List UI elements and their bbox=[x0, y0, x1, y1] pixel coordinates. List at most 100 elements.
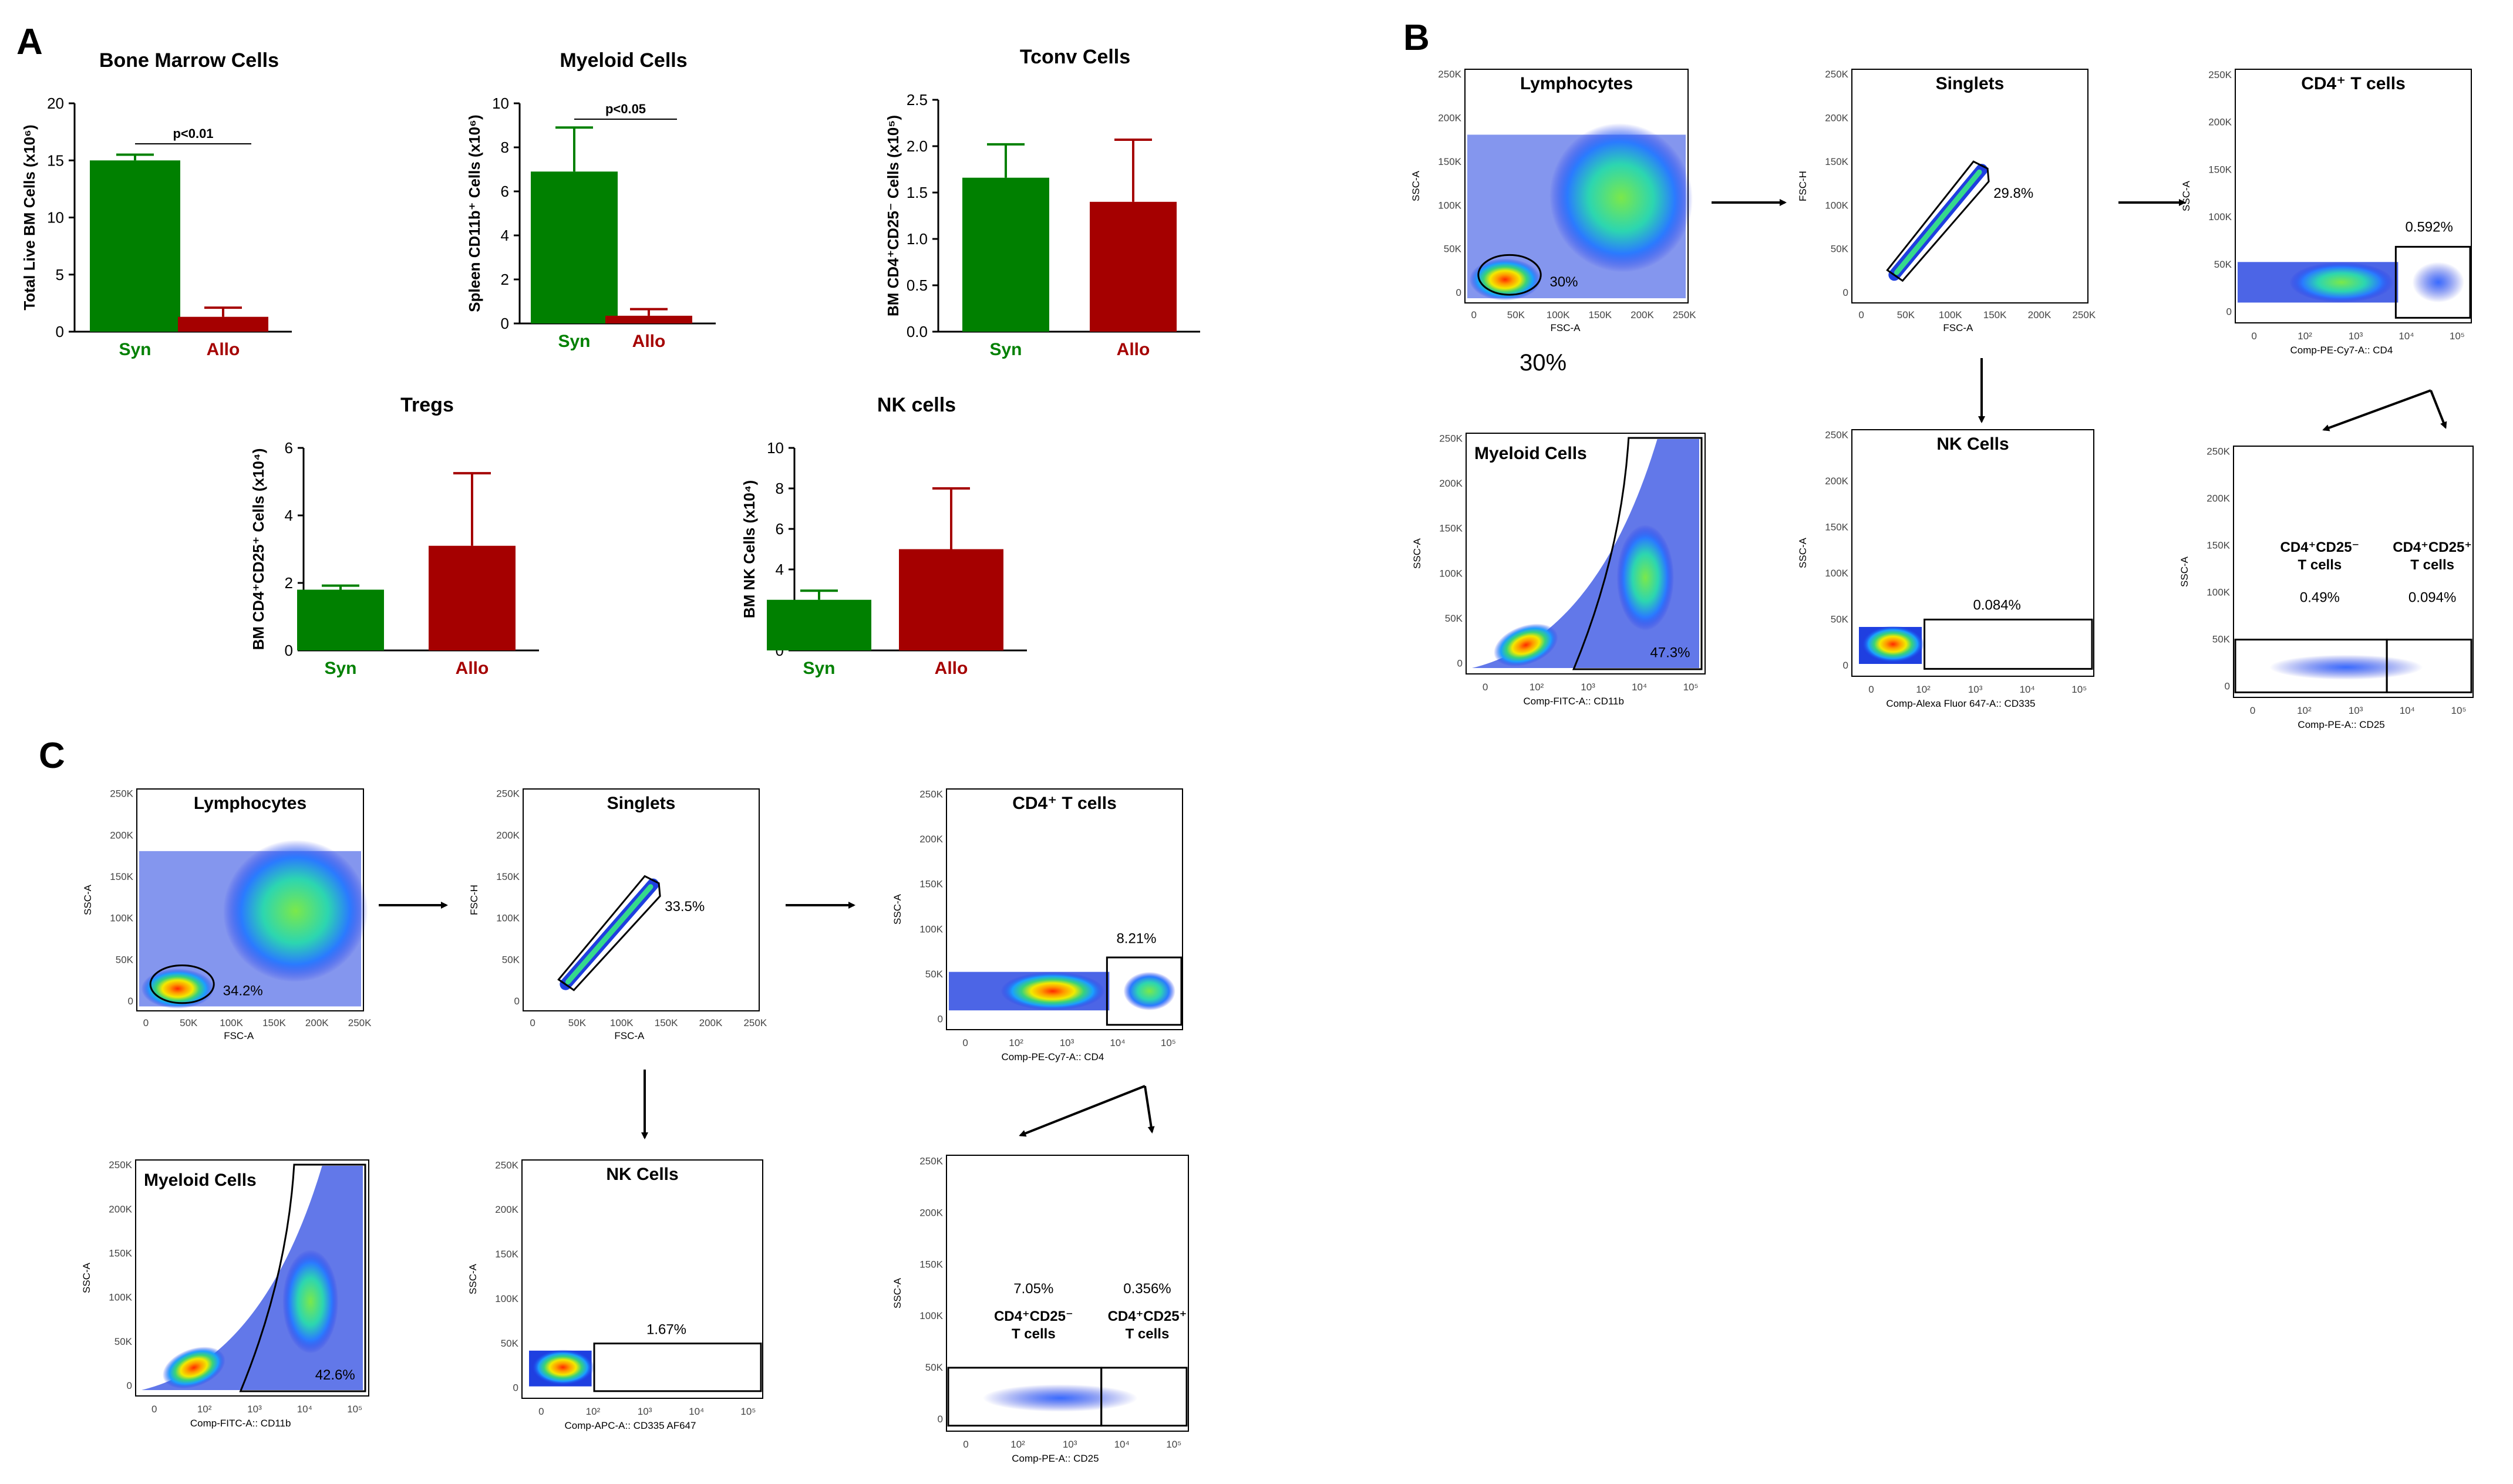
y-tick-label: 150K bbox=[919, 1259, 943, 1270]
x-axis-label: Comp-Alexa Fluor 647-A:: CD335 bbox=[1886, 698, 2035, 709]
y-tick-label: 250K bbox=[2208, 69, 2232, 80]
density-cloud bbox=[282, 1249, 339, 1354]
y-axis-label: SSC-A bbox=[892, 893, 903, 925]
gate-percent: 30% bbox=[1549, 274, 1578, 290]
gate-label-tcells: T cells bbox=[2410, 557, 2454, 573]
y-axis-label: Total Live BM Cells (x10⁶) bbox=[21, 124, 38, 310]
x-tick-label: 0 bbox=[530, 1017, 535, 1028]
y-tick-label: 6 bbox=[285, 439, 293, 457]
gate-label-cd25-negative: CD4⁺CD25⁻ bbox=[2280, 539, 2360, 555]
y-tick-label: 6 bbox=[501, 183, 509, 200]
x-category-label: Syn bbox=[803, 659, 835, 678]
lymphocyte-percent-caption: 30% bbox=[1520, 350, 1567, 376]
y-tick-label: 2 bbox=[501, 271, 509, 288]
x-tick-label: 0 bbox=[1483, 682, 1488, 693]
bar-allo bbox=[605, 315, 692, 323]
x-tick-label: 10⁴ bbox=[1110, 1037, 1125, 1048]
y-tick-label: 0 bbox=[513, 1382, 518, 1394]
x-axis-label: Comp-PE-A:: CD25 bbox=[1012, 1453, 1099, 1464]
y-tick-label: 50K bbox=[2214, 259, 2232, 270]
x-axis-label: Comp-FITC-A:: CD11b bbox=[190, 1418, 291, 1429]
x-category-label: Syn bbox=[324, 659, 356, 678]
x-tick-label: 10³ bbox=[638, 1406, 652, 1417]
x-tick-label: 200K bbox=[699, 1017, 723, 1028]
x-category-label: Syn bbox=[558, 332, 590, 351]
gate-percent-cd25-positive: 0.094% bbox=[2408, 589, 2456, 605]
y-tick-label: 200K bbox=[919, 1207, 943, 1218]
singlet-population-core bbox=[1894, 169, 1982, 275]
x-tick-label: 10⁵ bbox=[1166, 1439, 1181, 1450]
y-tick-label: 200K bbox=[1439, 478, 1463, 489]
y-tick-label: 50K bbox=[1444, 244, 1462, 255]
lymphocytes-plot: Lymphocytes 34.2% 0 50K 100K 150K 200K 250K 0 50K… bbox=[82, 788, 372, 1041]
x-category-label: Syn bbox=[989, 340, 1022, 359]
flow-panel-c: Lymphocytes 34.2% 0 50K 100K 150K 200K 250K 0 50K… bbox=[81, 788, 1189, 1464]
x-tick-label: 50K bbox=[568, 1017, 587, 1028]
y-tick-label: 200K bbox=[109, 1203, 132, 1215]
x-tick-label: 200K bbox=[305, 1017, 329, 1028]
chart-title: Tconv Cells bbox=[1020, 46, 1130, 68]
density-cloud bbox=[1494, 623, 1558, 667]
x-tick-label: 10³ bbox=[247, 1404, 262, 1415]
y-tick-label: 0 bbox=[501, 315, 509, 332]
gate-label-tcells: T cells bbox=[1012, 1326, 1056, 1342]
x-tick-label: 10⁵ bbox=[2450, 330, 2465, 342]
y-axis-label: SSC-A bbox=[1412, 538, 1423, 569]
nk-cells-plot: NK Cells 1.67% 0 50K 100K 150K 200K 250K 0 10² 10³… bbox=[467, 1159, 763, 1431]
gate-label-cd25-positive: CD4⁺CD25⁺ bbox=[1108, 1308, 1187, 1324]
y-tick-label: 50K bbox=[116, 954, 134, 965]
bar-chart-my: 0 2 4 6 8 10 Syn Allo Myeloid Cells Spleen CD11b⁺… bbox=[466, 49, 716, 351]
x-tick-label: 10⁴ bbox=[2020, 684, 2035, 695]
x-tick-label: 10⁵ bbox=[740, 1406, 756, 1417]
y-tick-label: 200K bbox=[110, 829, 133, 841]
gate-percent-cd25-negative: 0.49% bbox=[2300, 589, 2340, 605]
x-category-label: Allo bbox=[456, 659, 489, 678]
x-tick-label: 100K bbox=[610, 1017, 634, 1028]
bar-syn bbox=[767, 599, 871, 650]
y-tick-label: 8 bbox=[776, 480, 784, 497]
y-tick-label: 200K bbox=[496, 829, 520, 841]
y-tick-label: 100K bbox=[919, 1310, 943, 1321]
gate-label-cd25-negative: CD4⁺CD25⁻ bbox=[994, 1308, 1073, 1324]
x-tick-label: 0 bbox=[538, 1406, 544, 1417]
gate-label-cd25-positive: CD4⁺CD25⁺ bbox=[2393, 539, 2472, 555]
y-tick-label: 100K bbox=[1825, 200, 1848, 211]
y-axis-label: SSC-A bbox=[2179, 556, 2190, 587]
y-axis-label: SSC-A bbox=[81, 1262, 92, 1293]
x-tick-label: 50K bbox=[1897, 309, 1915, 321]
flow-panel-b: Lymphocytes 30% 0 50K 100K 150K 200K 250K 0 50K 10… bbox=[1410, 69, 2474, 730]
cd4-gate bbox=[1106, 956, 1183, 1026]
x-tick-label: 200K bbox=[1631, 309, 1654, 321]
density-cloud bbox=[2412, 262, 2464, 303]
nk-gate bbox=[1924, 618, 2093, 670]
y-axis-label: SSC-A bbox=[1797, 537, 1808, 568]
singlets-plot: Singlets 33.5% 0 50K 100K 150K 200K 250K 0 50K 100… bbox=[469, 788, 767, 1041]
x-tick-label: 10³ bbox=[2349, 330, 2363, 342]
nk-cells-plot: NK Cells 0.084% 0 50K 100K 150K 200K 250K 0 10² 10… bbox=[1797, 429, 2094, 709]
gate-percent: 47.3% bbox=[1650, 645, 1690, 660]
singlet-population-core bbox=[565, 884, 653, 985]
x-category-label: Allo bbox=[1117, 340, 1150, 359]
y-tick-label: 250K bbox=[496, 788, 520, 800]
y-tick-label: 0.0 bbox=[907, 323, 928, 340]
density-cloud bbox=[1469, 258, 1541, 301]
y-tick-label: 4 bbox=[776, 561, 784, 578]
y-tick-label: 250K bbox=[919, 788, 943, 800]
gate-arrow bbox=[2430, 390, 2447, 429]
y-tick-label: 150K bbox=[1825, 522, 1848, 533]
y-tick-label: 100K bbox=[1439, 568, 1463, 579]
gate-percent: 42.6% bbox=[315, 1367, 355, 1383]
y-tick-label: 150K bbox=[495, 1249, 518, 1260]
x-axis-label: Comp-FITC-A:: CD11b bbox=[1523, 696, 1624, 707]
density-cloud bbox=[531, 1349, 594, 1385]
y-tick-label: 150K bbox=[110, 871, 133, 882]
plot-title: CD4⁺ T cells bbox=[2301, 74, 2406, 93]
y-tick-label: 250K bbox=[110, 788, 133, 800]
y-tick-label: 10 bbox=[492, 95, 509, 112]
gate-percent: 1.67% bbox=[646, 1321, 686, 1337]
x-axis-label: FSC-A bbox=[1551, 322, 1581, 333]
plot-title: Singlets bbox=[607, 794, 676, 813]
y-axis-label: FSC-H bbox=[1797, 171, 1808, 201]
